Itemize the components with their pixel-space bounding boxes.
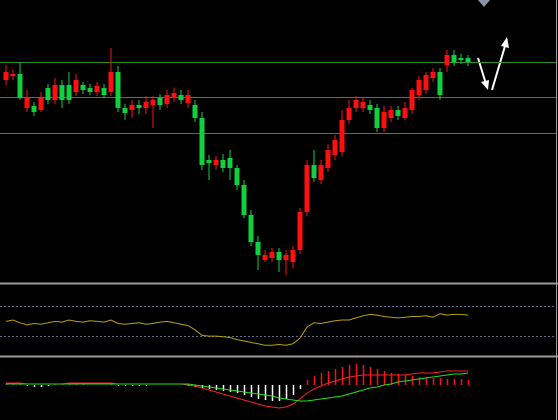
marker-triangle bbox=[478, 0, 490, 7]
candle-body bbox=[248, 215, 254, 242]
candle-body bbox=[17, 74, 23, 98]
candle-body bbox=[402, 108, 408, 118]
candle-body bbox=[94, 86, 100, 92]
candle-body bbox=[423, 75, 429, 90]
candle-body bbox=[164, 95, 170, 104]
candle-body bbox=[136, 105, 142, 108]
candle-body bbox=[199, 118, 205, 165]
indicator-line bbox=[6, 372, 469, 402]
candle-body bbox=[360, 102, 366, 108]
candle-body bbox=[297, 212, 303, 250]
candle-body bbox=[220, 160, 226, 168]
indicator-line bbox=[6, 370, 468, 409]
candle-body bbox=[227, 158, 233, 168]
candle-body bbox=[178, 95, 184, 100]
candle-body bbox=[318, 165, 324, 180]
candle-body bbox=[269, 252, 275, 258]
candle-body bbox=[143, 102, 149, 108]
candle-body bbox=[325, 150, 331, 168]
candle-body bbox=[150, 100, 156, 105]
candle-body bbox=[374, 108, 380, 128]
candle-body bbox=[339, 120, 345, 152]
candle-body bbox=[192, 105, 198, 118]
candle-body bbox=[87, 88, 93, 92]
candle-body bbox=[171, 93, 177, 98]
candle-body bbox=[73, 80, 79, 92]
candle-body bbox=[115, 72, 121, 108]
candle-body bbox=[388, 110, 394, 118]
candle-body bbox=[66, 85, 72, 100]
candle-body bbox=[430, 72, 436, 78]
candle-body bbox=[234, 168, 240, 185]
candle-body bbox=[3, 72, 9, 80]
candle-body bbox=[458, 58, 464, 60]
candle-body bbox=[101, 88, 107, 95]
candle-body bbox=[10, 74, 16, 76]
arrow-shaft bbox=[491, 45, 506, 91]
candle-body bbox=[129, 105, 135, 110]
candle-body bbox=[38, 98, 44, 110]
candle-body bbox=[31, 106, 37, 112]
candle-body bbox=[206, 160, 212, 163]
arrow-head bbox=[501, 37, 509, 48]
candle-body bbox=[276, 252, 282, 260]
candle-body bbox=[451, 55, 457, 62]
candle-body bbox=[262, 255, 268, 260]
candle-body bbox=[241, 185, 247, 215]
candle-body bbox=[437, 72, 443, 95]
candle-body bbox=[122, 108, 128, 113]
candle-body bbox=[409, 90, 415, 110]
candle-body bbox=[283, 255, 289, 260]
candle-body bbox=[444, 55, 450, 65]
candle-body bbox=[24, 98, 30, 108]
candle-body bbox=[353, 100, 359, 108]
candle-body bbox=[395, 110, 401, 116]
candle-body bbox=[255, 242, 261, 255]
candle-body bbox=[332, 140, 338, 155]
candle-body bbox=[45, 88, 51, 100]
candle-body bbox=[304, 165, 310, 212]
candle-body bbox=[185, 95, 191, 103]
candle-body bbox=[367, 105, 373, 110]
indicator-line bbox=[5, 313, 469, 346]
arrow-up bbox=[491, 37, 509, 91]
candle-body bbox=[311, 165, 317, 178]
candle-body bbox=[346, 108, 352, 120]
candle-body bbox=[213, 160, 219, 165]
candle-body bbox=[52, 85, 58, 100]
candle-body bbox=[80, 85, 86, 90]
candle-body bbox=[381, 112, 387, 128]
arrow-head bbox=[481, 80, 489, 90]
candle-body bbox=[59, 85, 65, 100]
candle-body bbox=[108, 72, 114, 92]
candle-body bbox=[290, 250, 296, 262]
candle-body bbox=[465, 58, 471, 62]
candle-body bbox=[157, 98, 163, 105]
candle-body bbox=[416, 80, 422, 95]
